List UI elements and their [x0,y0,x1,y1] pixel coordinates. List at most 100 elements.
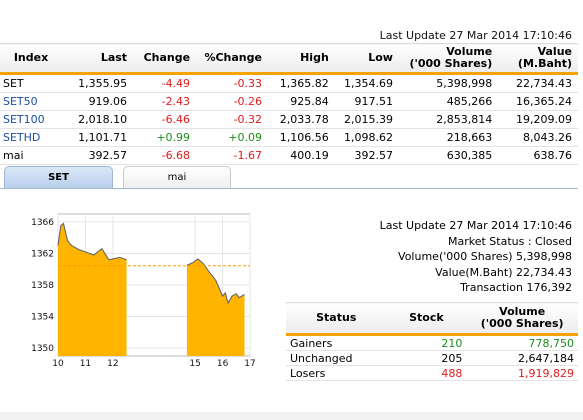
x-tick-label: 12 [107,359,118,369]
total-value: Value(M.Baht) 22,734.43 [435,265,572,279]
breadth-status-cell: Losers [286,365,387,381]
index-high-cell: 400.19 [267,146,335,165]
index-row: SET 1,355.95 -4.49 -0.33 1,365.82 1,354.69 5,3… [0,73,578,93]
index-change-cell: -4.49 [133,73,197,93]
index-change-cell: -6.68 [133,146,197,165]
index-high-cell: 1,106.56 [267,128,335,147]
index-area [186,258,245,356]
index-last-cell: 2,018.10 [61,110,134,129]
index-volume-cell: 5,398,998 [398,73,499,93]
index-value-cell: 16,365.24 [498,92,578,111]
index-last-cell: 1,355.95 [61,73,134,93]
footer-band [0,412,583,420]
last-update-status: Last Update 27 Mar 2014 17:10:46 [379,219,572,232]
x-tick-label: 10 [52,359,64,369]
index-pct-cell: -0.26 [196,92,268,111]
index-last-cell: 919.06 [61,92,134,111]
y-tick-label: 1358 [31,281,54,291]
index-pct-cell: +0.09 [196,128,268,147]
y-tick-label: 1354 [31,313,54,323]
index-area [58,223,127,356]
index-low-cell: 392.57 [334,146,399,165]
index-low-cell: 2,015.39 [334,110,399,129]
market-status: Market Status : Closed [447,234,572,248]
index-row: SET100 2,018.10 -6.46 -0.32 2,033.78 2,015.39… [0,110,578,129]
index-change-cell: +0.99 [133,128,197,147]
index-pct-cell: -0.33 [196,73,268,93]
breadth-row: Losers 488 1,919,829 [286,365,578,381]
index-low-cell: 1,354.69 [334,73,399,93]
breadth-status-cell: Unchanged [286,350,387,366]
index-col-header: %Change [196,43,268,75]
index-high-cell: 925.84 [267,92,335,111]
index-pct-cell: -1.67 [196,146,268,165]
intraday-chart: 1350 1354 1358 1362 1366 10 11 12 15 16 17 [18,212,262,370]
index-name[interactable]: SETHD [0,128,62,147]
index-value-cell: 22,734.43 [498,73,578,93]
index-volume-cell: 485,266 [398,92,499,111]
index-col-header: Value (M.Baht) [498,43,578,75]
index-high-cell: 2,033.78 [267,110,335,129]
breadth-volume-cell: 778,750 [466,334,578,351]
index-volume-cell: 2,853,814 [398,110,499,129]
breadth-stock-cell: 210 [386,334,467,351]
tab-set[interactable]: SET [4,166,113,188]
breadth-volume-cell: 2,647,184 [466,350,578,366]
last-update-top: Last Update 27 Mar 2014 17:10:46 [379,29,572,42]
breadth-stock-cell: 488 [386,365,467,381]
x-tick-label: 16 [217,359,229,369]
breadth-status-cell: Gainers [286,334,387,351]
total-volume: Volume('000 Shares) 5,398,998 [398,250,572,263]
y-tick-label: 1362 [31,249,54,259]
index-name[interactable]: SET50 [0,92,62,111]
index-col-header: Last [61,43,134,75]
breadth-volume-cell: 1,919,829 [466,365,578,381]
transaction-count: Transaction 176,392 [460,281,572,294]
index-line [186,258,245,305]
index-line [57,222,127,261]
breadth-table-header: Status Stock Volume ('000 Shares) [286,302,578,336]
y-tick-label: 1366 [31,218,54,228]
breadth-stock-cell: 205 [386,350,467,366]
index-high-cell: 1,365.82 [267,73,335,93]
index-col-header: High [267,43,335,75]
index-value-cell: 19,209.09 [498,110,578,129]
index-name[interactable]: SET100 [0,110,62,129]
index-change-cell: -6.46 [133,110,197,129]
index-row: SET50 919.06 -2.43 -0.26 925.84 917.51 485,266… [0,92,578,111]
x-tick-label: 11 [80,359,91,369]
x-tick-label: 15 [189,359,200,369]
index-col-header: Volume ('000 Shares) [398,43,499,75]
y-tick-label: 1350 [31,344,54,354]
intraday-chart-svg: 1350 1354 1358 1362 1366 10 11 12 15 16 17 [31,213,256,369]
tab-mai[interactable]: mai [123,166,231,188]
index-value-cell: 638.76 [498,146,578,165]
index-value-cell: 8,043.26 [498,128,578,147]
index-row: mai 392.57 -6.68 -1.67 400.19 392.57 630,385 63… [0,146,578,165]
index-last-cell: 392.57 [61,146,134,165]
index-col-header: Low [334,43,399,75]
breadth-col-header: Stock [386,302,467,336]
index-col-header: Change [133,43,197,75]
index-table-header: Index Last Change %Change High Low Volume ('000… [0,43,578,75]
market-status-panel: Last Update 27 Mar 2014 17:10:46 Market … [380,218,572,296]
index-volume-cell: 218,663 [398,128,499,147]
breadth-col-header: Volume ('000 Shares) [466,302,578,336]
index-col-header: Index [0,43,62,75]
breadth-table: Status Stock Volume ('000 Shares) Gainers 21… [286,302,578,381]
breadth-col-header: Status [286,302,387,336]
index-table: Index Last Change %Change High Low Volume ('000… [0,43,578,165]
index-low-cell: 1,098.62 [334,128,399,147]
x-tick-label: 17 [244,359,255,369]
index-pct-cell: -0.32 [196,110,268,129]
index-name: mai [0,146,62,165]
index-volume-cell: 630,385 [398,146,499,165]
index-low-cell: 917.51 [334,92,399,111]
index-name: SET [0,73,62,93]
index-row: SETHD 1,101.71 +0.99 +0.09 1,106.56 1,098.62 2… [0,128,578,147]
breadth-row: Unchanged 205 2,647,184 [286,350,578,366]
tab-bar: SET mai [0,166,578,189]
breadth-row: Gainers 210 778,750 [286,334,578,351]
index-last-cell: 1,101.71 [61,128,134,147]
index-change-cell: -2.43 [133,92,197,111]
